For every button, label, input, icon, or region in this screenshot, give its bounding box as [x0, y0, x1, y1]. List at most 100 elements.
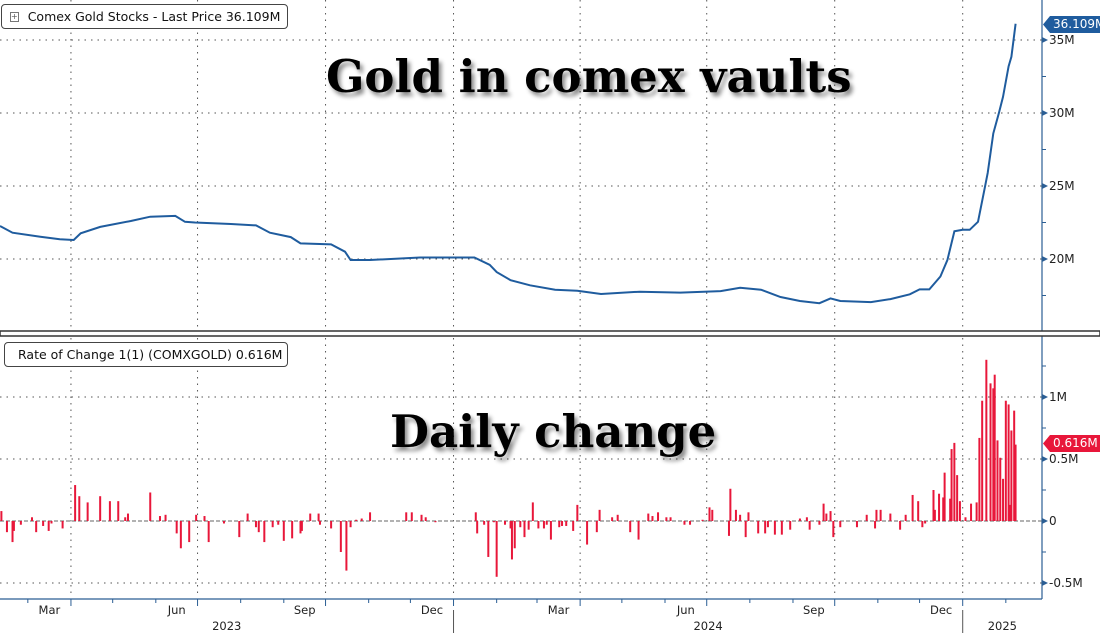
x-year-label: 2025 — [988, 619, 1017, 633]
bar — [523, 521, 526, 538]
x-month-label: Jun — [676, 603, 695, 617]
bar — [510, 521, 513, 560]
bar — [246, 513, 249, 521]
bar — [238, 521, 241, 538]
bar — [978, 437, 981, 521]
bar — [832, 521, 835, 538]
bar — [349, 521, 352, 528]
bar — [1014, 444, 1017, 521]
bar — [149, 492, 152, 521]
bottom-annotation: Daily change — [390, 405, 717, 458]
y-tick-label-top: 30M — [1049, 106, 1075, 120]
bar — [531, 502, 534, 521]
bar — [545, 521, 548, 525]
bar — [805, 517, 808, 521]
bar — [1010, 430, 1013, 521]
expand-icon[interactable]: + — [10, 11, 19, 22]
x-month-label: Mar — [39, 603, 61, 617]
bar — [179, 521, 182, 549]
bar — [47, 521, 50, 531]
bar — [958, 501, 961, 521]
bar — [985, 359, 988, 521]
bar — [424, 517, 427, 521]
bar — [50, 521, 53, 524]
bar — [35, 521, 38, 533]
bar — [483, 521, 486, 525]
x-month-label: Sep — [294, 603, 316, 617]
bar — [527, 521, 530, 530]
y-tick-label-bottom: 1M — [1049, 390, 1067, 404]
bar — [549, 521, 552, 540]
bar — [889, 513, 892, 521]
bar — [263, 521, 266, 543]
bar — [492, 521, 495, 523]
bar — [637, 521, 640, 540]
bar — [487, 521, 490, 557]
bar — [19, 521, 22, 525]
bar — [30, 517, 33, 521]
bar — [932, 490, 935, 521]
bar — [542, 521, 545, 529]
bar — [855, 521, 858, 528]
bar — [345, 521, 348, 571]
bar — [299, 521, 302, 534]
bar — [1013, 410, 1016, 521]
bar — [74, 485, 77, 521]
bar — [271, 521, 274, 528]
bar — [665, 517, 668, 521]
bar — [899, 521, 902, 530]
top-legend-label: Comex Gold Stocks - Last Price 36.109M — [27, 9, 281, 24]
tick-arrow-icon — [1042, 183, 1048, 189]
bar — [595, 521, 598, 533]
bottom-legend[interactable]: Rate of Change 1(1) (COMXGOLD) 0.616M — [4, 342, 288, 367]
tick-arrow-icon — [1042, 580, 1048, 586]
x-month-label: Dec — [421, 603, 443, 617]
x-year-label: 2023 — [212, 619, 241, 633]
line-series — [0, 23, 1017, 305]
bar — [434, 521, 437, 523]
bar — [933, 509, 936, 521]
tick-arrow-icon — [1042, 256, 1048, 262]
bar — [164, 514, 167, 521]
bar — [904, 514, 907, 521]
bar — [561, 521, 564, 526]
tick-arrow-icon — [1042, 110, 1048, 116]
tick-arrow-icon — [1042, 456, 1048, 462]
tick-arrow-icon — [1042, 394, 1048, 400]
bar — [773, 521, 776, 535]
bar — [981, 400, 984, 521]
x-month-label: Sep — [803, 603, 825, 617]
bar — [744, 521, 747, 538]
bar — [504, 521, 507, 525]
bar — [829, 511, 832, 521]
bar — [992, 388, 995, 521]
bar — [509, 521, 512, 529]
bar — [611, 517, 614, 521]
bar — [727, 521, 730, 536]
bar — [689, 521, 692, 525]
last-price-tag: 36.109M — [1043, 16, 1100, 33]
bar — [874, 521, 877, 529]
bar — [943, 472, 946, 521]
bar — [300, 521, 303, 531]
bar — [309, 513, 312, 521]
bar — [558, 521, 561, 528]
top-legend[interactable]: + Comex Gold Stocks - Last Price 36.109M — [1, 4, 288, 29]
bar — [975, 502, 978, 521]
bar — [188, 521, 191, 543]
bar — [405, 512, 408, 521]
bar — [822, 503, 825, 521]
bar — [537, 521, 540, 529]
bar — [513, 521, 516, 549]
bar — [1002, 478, 1005, 521]
bar — [757, 521, 760, 534]
bar — [938, 493, 941, 521]
bar — [410, 512, 413, 521]
bar — [203, 516, 206, 521]
bar — [629, 521, 632, 533]
bar — [657, 512, 660, 521]
bar — [764, 521, 767, 534]
bar — [780, 521, 783, 535]
bar — [711, 509, 714, 521]
y-tick-label-top: 35M — [1049, 33, 1075, 47]
